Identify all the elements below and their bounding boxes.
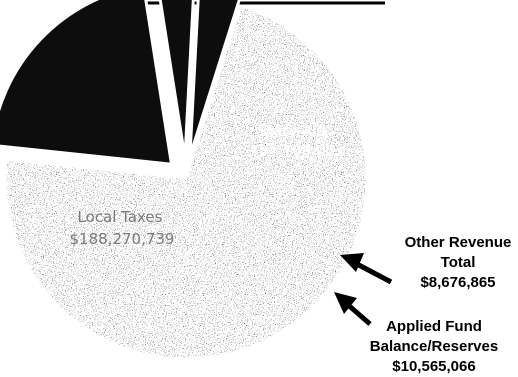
local-taxes-label: Local Taxes <box>78 208 163 226</box>
slices-group <box>0 0 369 361</box>
applied-fund-callout-line1: Applied Fund <box>386 318 482 335</box>
state-aid-slice <box>0 0 174 166</box>
applied-fund-slice <box>188 0 241 157</box>
local-taxes-slice <box>3 3 369 361</box>
applied-fund-arrow-shaft <box>345 302 372 326</box>
local-taxes-value: $188,270,739 <box>70 230 175 248</box>
other-revenue-callout-line2: Total <box>441 254 476 271</box>
other-revenue-arrowhead <box>340 253 364 272</box>
other-revenue-slice <box>158 0 195 159</box>
applied-fund-callout-line3: $10,565,066 <box>392 358 475 375</box>
callout-arrows <box>334 253 393 326</box>
applied-fund-arrowhead <box>334 292 357 314</box>
other-revenue-callout-line1: Other Revenue <box>405 234 512 251</box>
state-aid-label: State Aid <box>258 122 326 140</box>
other-revenue-callout-line3: $8,676,865 <box>420 274 495 291</box>
applied-fund-callout-line2: Balance/Reserves <box>370 338 498 355</box>
other-revenue-arrow-shaft <box>353 260 393 285</box>
state-aid-value: $54,706,052 <box>249 142 344 160</box>
